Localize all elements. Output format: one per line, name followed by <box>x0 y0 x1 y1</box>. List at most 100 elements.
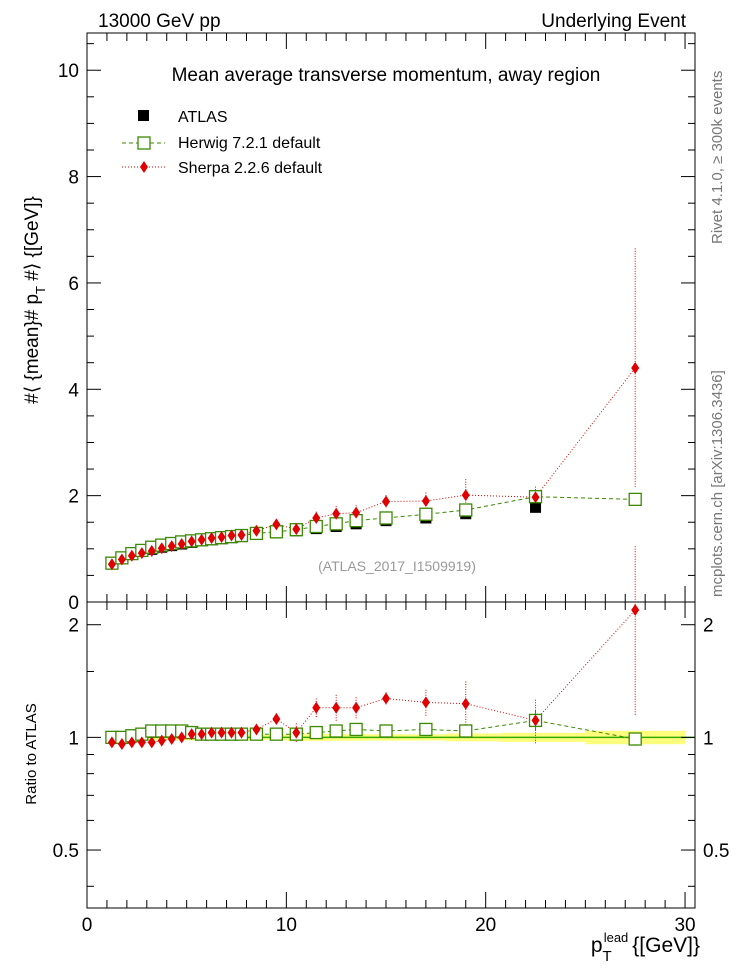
sherpa-point <box>167 540 176 553</box>
herwig-point <box>459 503 473 517</box>
sherpa-point <box>177 538 186 551</box>
herwig-ratio-point <box>309 725 323 740</box>
sherpa-point <box>312 511 321 524</box>
ylabel-part-b: #⟩ {[GeV]} <box>22 196 43 286</box>
legend: ATLAS Herwig 7.2.1 default Sherpa 2.2.6 … <box>122 109 323 177</box>
ylabel-part-a: #⟨ {mean}# p <box>22 294 43 404</box>
ratio-y-tick-label-right: 1 <box>703 728 714 749</box>
x-tick-label: 0 <box>82 915 93 936</box>
energy-label: 13000 GeV pp <box>98 11 221 32</box>
sherpa-ratio-point <box>332 701 341 714</box>
herwig-ratio-point <box>628 732 642 746</box>
sherpa-ratio-point <box>461 697 470 710</box>
herwig-line <box>111 496 636 564</box>
main-y-axis: 0 2 4 6 8 10 <box>58 43 695 614</box>
ratio-y-tick-label: 1 <box>68 728 79 749</box>
sherpa-point <box>352 506 361 519</box>
legend-herwig-label: Herwig 7.2.1 default <box>178 135 321 152</box>
legend-herwig-marker <box>137 136 151 150</box>
xlabel-superscript: lead <box>604 930 629 945</box>
sherpa-ratio-point <box>312 701 321 714</box>
sherpa-point <box>272 518 281 531</box>
main-y-tick-label: 6 <box>68 274 79 295</box>
xlabel-subscript: T <box>603 948 612 965</box>
sherpa-ratio-point <box>272 712 281 725</box>
main-y-tick-label: 2 <box>68 487 79 508</box>
ratio-y-tick-label-right: 0.5 <box>703 841 729 862</box>
sherpa-point <box>207 532 216 545</box>
legend-atlas-marker <box>138 110 149 121</box>
herwig-ratio-point <box>419 722 433 737</box>
x-tick-label: 20 <box>475 915 496 936</box>
main-y-tick-label: 4 <box>68 380 79 401</box>
ratio-y-axis-label: Ratio to ATLAS <box>23 703 40 804</box>
ratio-x-axis: 0 10 20 30 <box>82 602 696 936</box>
ratio-plot-frame <box>86 601 696 909</box>
atlas-point <box>530 501 542 513</box>
sherpa-ratio-point <box>292 726 301 739</box>
sherpa-point <box>461 489 470 502</box>
sherpa-ratio-point <box>157 734 166 747</box>
sherpa-ratio-point <box>237 726 246 739</box>
herwig-ratio-point <box>379 724 393 738</box>
sherpa-point <box>421 494 430 507</box>
herwig-ratio-point <box>329 724 343 738</box>
analysis-watermark: (ATLAS_2017_I1509919) <box>318 558 476 574</box>
x-tick-label: 10 <box>276 915 297 936</box>
legend-atlas-label: ATLAS <box>178 109 228 126</box>
sherpa-ratio-point <box>382 692 391 705</box>
sherpa-point <box>127 549 136 562</box>
main-data-layer <box>105 248 642 571</box>
sherpa-ratio-point <box>187 728 196 741</box>
sherpa-ratio-point <box>147 736 156 749</box>
sherpa-point <box>531 491 540 504</box>
sherpa-point <box>217 531 226 544</box>
herwig-point <box>419 507 433 521</box>
sherpa-ratio-point <box>207 726 216 739</box>
sherpa-point <box>107 558 116 571</box>
sherpa-ratio-line <box>111 609 636 745</box>
main-y-tick-label: 8 <box>68 168 79 189</box>
sherpa-point <box>137 547 146 560</box>
rivet-version-label: Rivet 4.1.0, ≥ 300k events <box>709 71 726 244</box>
herwig-ratio-point <box>269 727 284 741</box>
herwig-point <box>379 511 393 525</box>
x-tick-label: 30 <box>674 915 695 936</box>
sherpa-ratio-point <box>127 736 136 749</box>
herwig-ratio-point <box>459 724 473 738</box>
ratio-y-tick-label: 2 <box>68 616 79 637</box>
chart-title: Mean average transverse momentum, away r… <box>172 65 601 86</box>
main-x-ticks <box>86 33 686 602</box>
sherpa-ratio-point <box>352 701 361 714</box>
main-y-axis-label: #⟨ {mean}# pT #⟩ {[GeV]} <box>22 196 48 404</box>
sherpa-ratio-point <box>227 726 236 739</box>
sherpa-point <box>187 535 196 548</box>
herwig-ratio-point <box>349 722 363 737</box>
sherpa-point <box>252 524 261 537</box>
legend-sherpa-label: Sherpa 2.2.6 default <box>178 160 323 177</box>
sherpa-ratio-point <box>421 696 430 709</box>
sherpa-point <box>631 362 640 375</box>
ylabel-subscript: T <box>33 286 48 294</box>
sherpa-point <box>227 529 236 542</box>
sherpa-ratio-point <box>117 738 126 751</box>
ratio-y-tick-label: 0.5 <box>53 841 79 862</box>
sherpa-ratio-point <box>167 733 176 746</box>
sherpa-ratio-point <box>631 603 640 616</box>
sherpa-point <box>237 528 246 541</box>
legend-sherpa-marker <box>140 161 148 173</box>
xlabel-unit: {[GeV]} <box>632 934 700 957</box>
sherpa-point <box>332 507 341 520</box>
sherpa-point <box>117 553 126 566</box>
mcplots-reference-label: mcplots.cern.ch [arXiv:1306.3436] <box>709 370 726 597</box>
xlabel-main: p <box>591 934 603 957</box>
sherpa-point <box>382 495 391 508</box>
ratio-y-axis: 0.5 0.5 1 1 2 2 <box>53 616 729 887</box>
sherpa-point <box>197 533 206 546</box>
sherpa-point <box>147 544 156 557</box>
sherpa-ratio-point <box>197 728 206 741</box>
analysis-category-label: Underlying Event <box>541 11 686 32</box>
x-axis-label: pTlead {[GeV]} <box>591 930 700 965</box>
ratio-y-tick-label-right: 2 <box>703 616 714 637</box>
herwig-point <box>628 492 642 507</box>
